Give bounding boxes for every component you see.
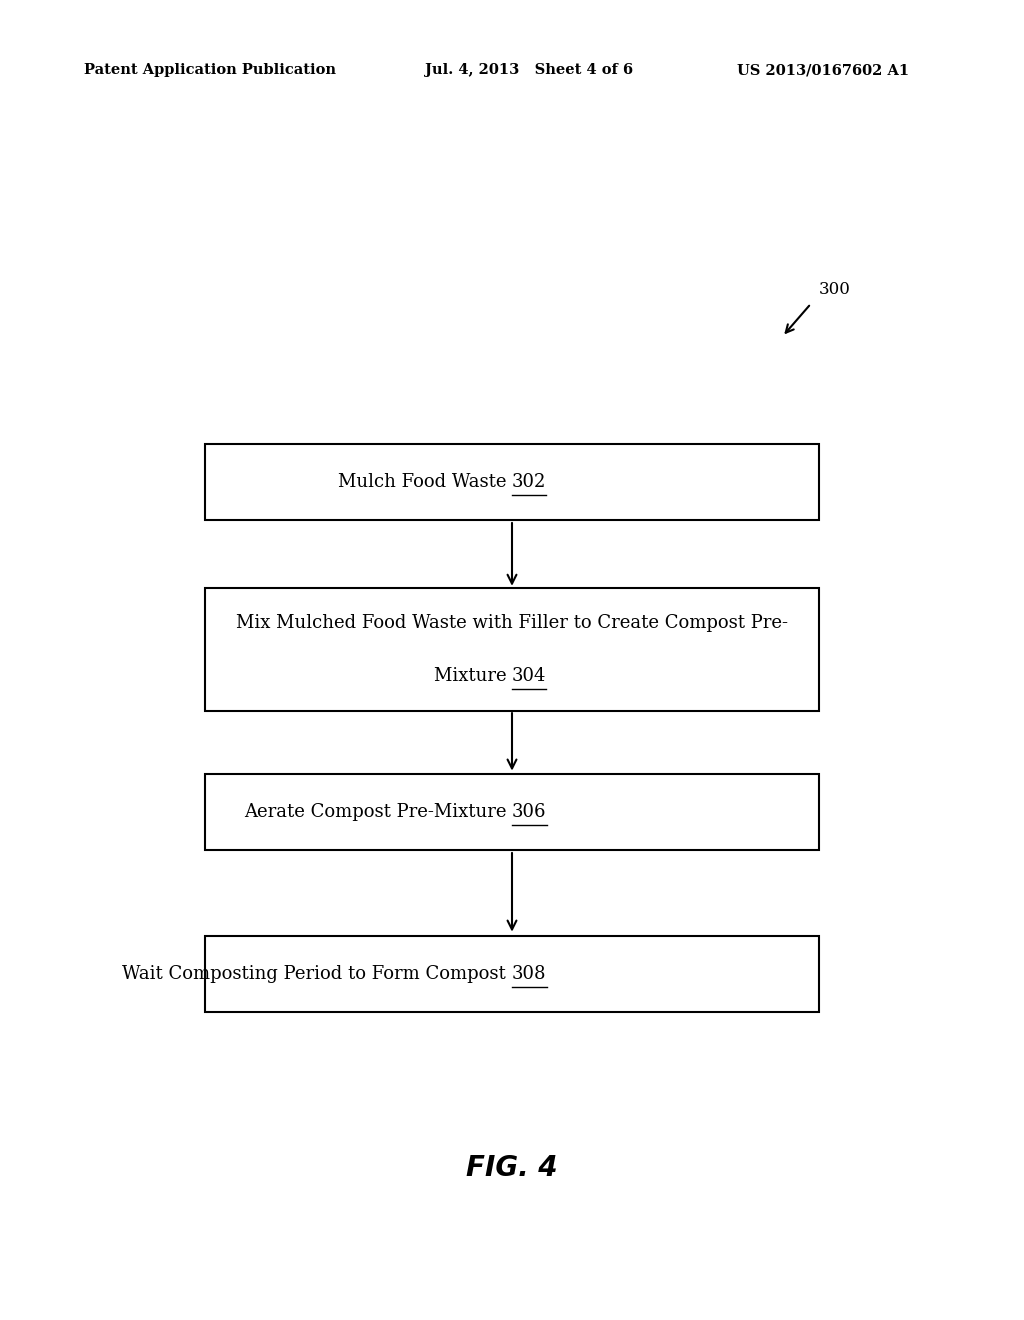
Text: US 2013/0167602 A1: US 2013/0167602 A1 bbox=[737, 63, 909, 78]
Text: 300: 300 bbox=[819, 281, 851, 298]
Bar bbox=[205, 589, 819, 710]
Text: Jul. 4, 2013   Sheet 4 of 6: Jul. 4, 2013 Sheet 4 of 6 bbox=[425, 63, 633, 78]
Text: Mixture: Mixture bbox=[433, 667, 512, 685]
Text: Mulch Food Waste: Mulch Food Waste bbox=[338, 473, 512, 491]
Text: Mix Mulched Food Waste with Filler to Create Compost Pre-: Mix Mulched Food Waste with Filler to Cr… bbox=[236, 614, 788, 632]
Bar bbox=[205, 444, 819, 520]
Text: FIG. 4: FIG. 4 bbox=[466, 1154, 558, 1183]
Text: 306: 306 bbox=[512, 803, 547, 821]
Text: Aerate Compost Pre-Mixture: Aerate Compost Pre-Mixture bbox=[244, 803, 512, 821]
Bar bbox=[205, 774, 819, 850]
Text: 304: 304 bbox=[512, 667, 547, 685]
Text: Wait Composting Period to Form Compost: Wait Composting Period to Form Compost bbox=[123, 965, 512, 983]
Text: Patent Application Publication: Patent Application Publication bbox=[84, 63, 336, 78]
Text: 302: 302 bbox=[512, 473, 547, 491]
Bar bbox=[205, 936, 819, 1012]
Text: 308: 308 bbox=[512, 965, 547, 983]
